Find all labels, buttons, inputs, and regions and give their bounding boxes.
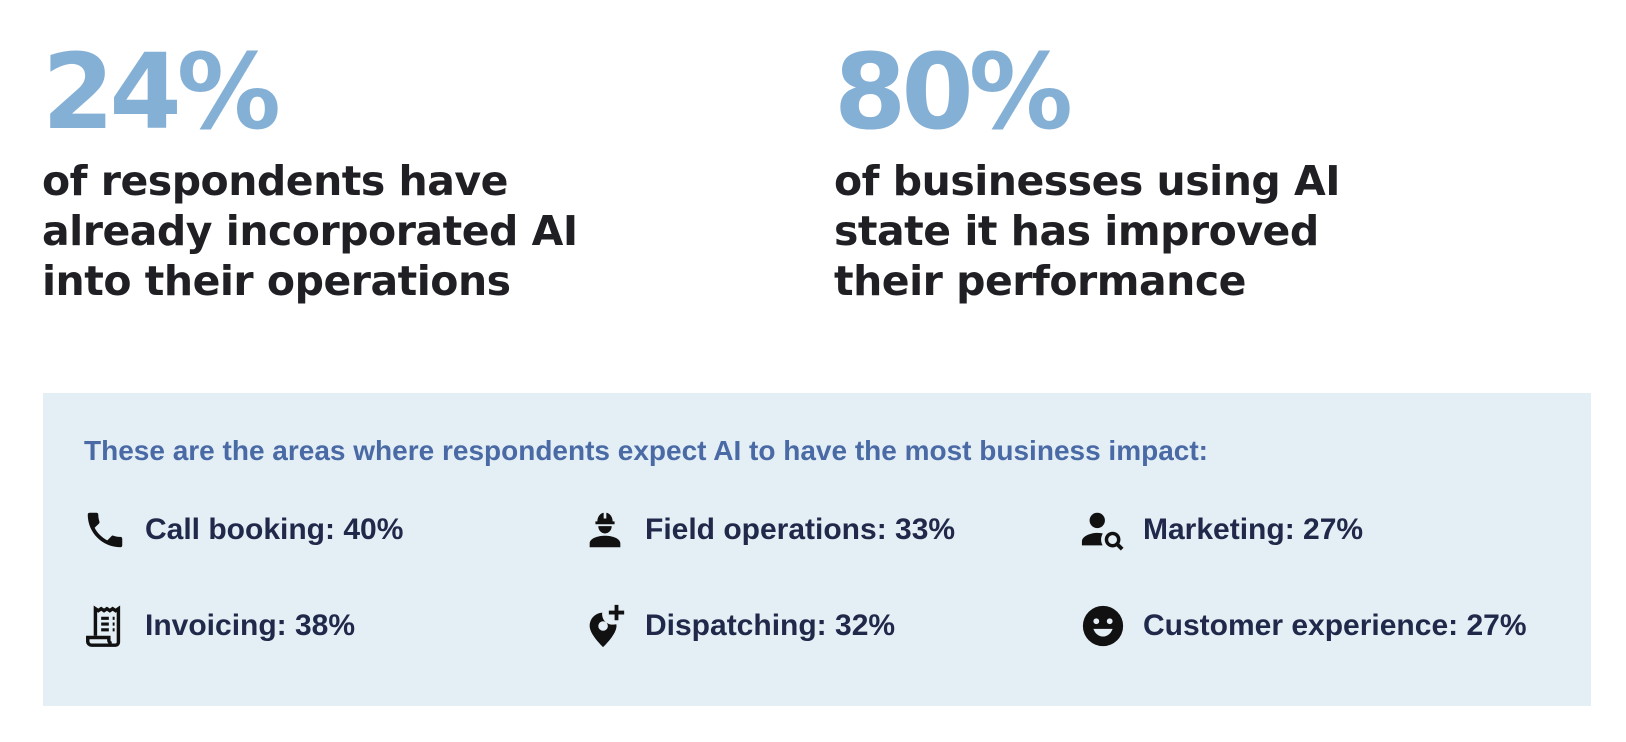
stat-description: of businesses using AI state it has impr…	[834, 157, 1341, 305]
impact-item-label: Field operations: 33%	[645, 513, 956, 546]
smiley-icon	[1079, 602, 1127, 650]
impact-item-label: Customer experience: 27%	[1143, 609, 1527, 642]
stat-block-businesses: 80% of businesses using AI state it has …	[834, 36, 1474, 306]
impact-item-label: Invoicing: 38%	[145, 609, 356, 642]
phone-icon	[81, 506, 129, 554]
receipt-icon	[81, 602, 129, 650]
impact-item-customer-experience: Customer experience: 27%	[1079, 598, 1527, 654]
stat-value: 80%	[834, 31, 1073, 153]
person-search-icon	[1079, 506, 1127, 554]
impact-item-dispatching: Dispatching: 32%	[581, 598, 895, 654]
impact-panel: These are the areas where respondents ex…	[43, 393, 1591, 706]
impact-item-call-booking: Call booking: 40%	[81, 502, 403, 558]
stat-description: of respondents have already incorporated…	[42, 157, 578, 305]
stat-value: 24%	[42, 31, 281, 153]
impact-item-label: Dispatching: 32%	[645, 609, 896, 642]
impact-item-label: Marketing: 27%	[1143, 513, 1364, 546]
stat-block-respondents: 24% of respondents have already incorpor…	[42, 36, 682, 306]
impact-heading: These are the areas where respondents ex…	[84, 435, 1209, 466]
worker-icon	[581, 506, 629, 554]
impact-item-label: Call booking: 40%	[145, 513, 404, 546]
impact-item-field-operations: Field operations: 33%	[581, 502, 955, 558]
impact-item-invoicing: Invoicing: 38%	[81, 598, 355, 654]
add-location-icon	[581, 602, 629, 650]
impact-item-marketing: Marketing: 27%	[1079, 502, 1363, 558]
